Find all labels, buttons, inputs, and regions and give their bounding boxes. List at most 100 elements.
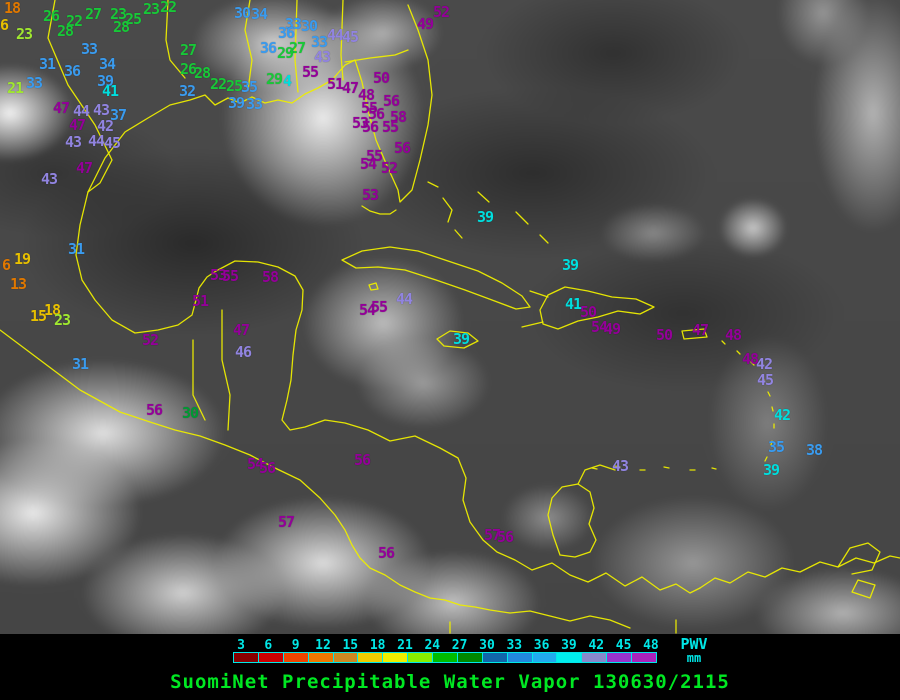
station-value: 46: [235, 343, 252, 361]
station-value: 6: [0, 16, 9, 34]
station-value: 56: [146, 401, 163, 419]
colorbar-swatch: [507, 653, 532, 662]
station-value: 47: [342, 79, 359, 97]
station-value: 39: [97, 72, 114, 90]
colorbar-tick: 12: [315, 638, 331, 653]
colorbar-swatch: [358, 653, 383, 662]
station-value: 53: [210, 266, 227, 284]
station-value: 4: [283, 72, 292, 90]
station-value: 58: [262, 268, 279, 286]
station-value: 57: [484, 526, 501, 544]
station-value: 43: [93, 101, 110, 119]
station-value: 53: [362, 186, 379, 204]
station-value: 49: [604, 320, 621, 338]
station-value: 30: [234, 4, 251, 22]
station-value: 23: [54, 311, 71, 329]
station-value: 18: [4, 0, 21, 17]
cloud-imagery: [0, 0, 900, 634]
colorbar-swatch: [607, 653, 631, 662]
station-value: 32: [179, 82, 196, 100]
station-layer: 18 6 26 22 23 28 27 23 25 28 23 22 33 31 36 34 33 21 39 41 4…: [0, 0, 823, 561]
station-value: 18: [44, 301, 61, 319]
station-value: 30: [182, 404, 199, 422]
station-value: 47: [53, 99, 70, 117]
station-value: 29: [266, 70, 283, 88]
colorbar-tick: 48: [643, 638, 659, 653]
station-value: 23: [16, 25, 33, 43]
station-value: 55: [371, 298, 388, 316]
station-value: 36: [278, 24, 295, 42]
map-title: SuomiNet Precipitable Water Vapor 130630…: [170, 671, 730, 693]
station-value: 6: [2, 256, 11, 274]
legend-bar: 3 6 9 12 15 18 21 24 27 30 33 36 39 42 45 48 PWV mm Suo…: [0, 634, 900, 700]
station-value: 55: [382, 118, 399, 136]
station-value: 28: [194, 64, 211, 82]
station-value: 52: [142, 331, 159, 349]
station-value: 26: [43, 7, 60, 25]
colorbar-swatch: [258, 653, 283, 662]
station-value: 35: [768, 438, 785, 456]
station-value: 21: [7, 79, 24, 97]
colorbar-swatch: [333, 653, 358, 662]
colorbar-tick: 42: [588, 638, 605, 653]
station-value: 56: [354, 451, 371, 469]
station-value: 34: [251, 5, 268, 23]
colorbar-tick: 9: [291, 638, 300, 653]
station-value: 29: [277, 44, 294, 62]
station-value: 45: [342, 28, 359, 46]
station-value: 44: [327, 26, 344, 44]
station-value: 37: [110, 106, 127, 124]
station-value: 34: [99, 55, 116, 73]
station-value: 42: [97, 117, 114, 135]
station-value: 48: [742, 350, 759, 368]
station-value: 26: [180, 60, 197, 78]
station-value: 22: [66, 12, 83, 30]
station-value: 25: [226, 77, 243, 95]
station-value: 41: [102, 82, 119, 100]
colorbar-tick: 36: [533, 638, 550, 653]
station-value: 33: [246, 95, 263, 113]
station-value: 53: [352, 114, 369, 132]
station-value: 33: [285, 15, 302, 33]
station-value: 47: [76, 159, 93, 177]
station-value: 43: [41, 170, 58, 188]
station-value: 54: [360, 155, 377, 173]
coastlines-overlay: [0, 0, 900, 634]
station-value: 44: [396, 290, 413, 308]
colorbar-tick: 21: [397, 638, 413, 653]
station-value: 47: [69, 116, 86, 134]
colorbar-tick: 39: [561, 638, 577, 653]
station-value: 54: [247, 455, 264, 473]
station-value: 51: [192, 292, 209, 310]
station-value: 44: [73, 102, 90, 120]
colorbar-swatch: [433, 653, 457, 662]
colorbar-swatch: [308, 653, 333, 662]
station-value: 50: [580, 303, 597, 321]
station-value: 57: [278, 513, 295, 531]
station-value: 41: [565, 295, 582, 313]
station-value: 56: [259, 459, 276, 477]
station-value: 31: [68, 240, 85, 258]
station-value: 56: [368, 105, 385, 123]
station-value: 15: [30, 307, 47, 325]
station-value: 38: [806, 441, 823, 459]
station-value: 31: [72, 355, 89, 373]
station-value: 56: [497, 528, 514, 546]
station-value: 43: [612, 457, 629, 475]
station-value: 27: [180, 41, 197, 59]
station-value: 27: [289, 39, 306, 57]
station-value: 48: [358, 86, 375, 104]
colorbar-tick: 33: [506, 638, 523, 653]
colorbar-swatch: [383, 653, 408, 662]
colorbar-swatch: [482, 653, 507, 662]
station-value: 31: [39, 55, 56, 73]
station-value: 33: [81, 40, 98, 58]
colorbar-swatch: [632, 653, 656, 662]
colorbar-tick: 27: [451, 638, 468, 653]
station-value: 52: [381, 159, 398, 177]
station-value: 13: [10, 275, 27, 293]
station-value: 45: [104, 134, 121, 152]
station-value: 44: [88, 132, 105, 150]
station-value: 36: [260, 39, 277, 57]
station-value: 23: [143, 0, 160, 18]
